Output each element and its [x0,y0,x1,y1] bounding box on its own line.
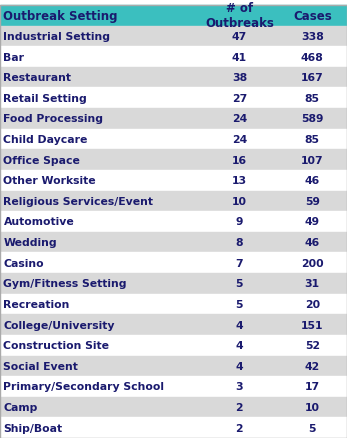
Text: 52: 52 [305,340,320,350]
Text: 17: 17 [305,381,320,392]
Text: Child Daycare: Child Daycare [3,134,88,145]
Text: 20: 20 [305,299,320,309]
Bar [0,6,347,27]
Text: 468: 468 [301,53,324,62]
Text: 42: 42 [305,361,320,371]
Text: Cases: Cases [293,10,332,23]
Text: 27: 27 [232,94,247,103]
Text: 59: 59 [305,196,320,206]
Bar [0,150,347,170]
Text: 200: 200 [301,258,324,268]
Text: Industrial Setting: Industrial Setting [3,32,110,42]
Text: 85: 85 [305,94,320,103]
Bar [0,212,347,232]
Bar [0,253,347,273]
Text: Outbreak Setting: Outbreak Setting [3,10,118,23]
Text: 5: 5 [308,423,316,433]
Text: 31: 31 [305,279,320,289]
Bar [0,170,347,191]
Text: 8: 8 [236,237,243,247]
Bar [0,232,347,253]
Text: 49: 49 [305,217,320,227]
Text: Retail Setting: Retail Setting [3,94,87,103]
Text: Religious Services/Event: Religious Services/Event [3,196,153,206]
Text: 4: 4 [236,361,243,371]
Text: 16: 16 [232,155,247,165]
Bar [0,109,347,129]
Text: 151: 151 [301,320,323,330]
Text: College/University: College/University [3,320,115,330]
Bar [0,27,347,47]
Text: 24: 24 [232,114,247,124]
Text: 10: 10 [305,402,320,412]
Bar [0,191,347,212]
Text: 167: 167 [301,73,324,83]
Text: 107: 107 [301,155,324,165]
Text: Camp: Camp [3,402,38,412]
Text: Gym/Fitness Setting: Gym/Fitness Setting [3,279,127,289]
Text: 2: 2 [236,423,243,433]
Text: 85: 85 [305,134,320,145]
Text: 7: 7 [236,258,243,268]
Text: Casino: Casino [3,258,44,268]
Text: Office Space: Office Space [3,155,81,165]
Text: 10: 10 [232,196,247,206]
Bar [0,273,347,294]
Text: Wedding: Wedding [3,237,57,247]
Text: Primary/Secondary School: Primary/Secondary School [3,381,164,392]
Bar [0,67,347,88]
Text: 3: 3 [236,381,243,392]
Text: Construction Site: Construction Site [3,340,109,350]
Text: 589: 589 [301,114,323,124]
Bar [0,88,347,109]
Text: 4: 4 [236,320,243,330]
Text: Ship/Boat: Ship/Boat [3,423,62,433]
Text: Bar: Bar [3,53,25,62]
Text: Food Processing: Food Processing [3,114,103,124]
Text: Recreation: Recreation [3,299,70,309]
Bar [0,335,347,356]
Text: Social Event: Social Event [3,361,78,371]
Bar [0,417,347,438]
Text: 13: 13 [232,176,247,186]
Text: # of
Outbreaks: # of Outbreaks [205,2,274,30]
Text: 4: 4 [236,340,243,350]
Bar [0,314,347,335]
Bar [0,376,347,397]
Bar [0,129,347,150]
Bar [0,397,347,417]
Text: 24: 24 [232,134,247,145]
Text: 338: 338 [301,32,324,42]
Bar [0,356,347,376]
Text: 41: 41 [232,53,247,62]
Text: 38: 38 [232,73,247,83]
Text: 9: 9 [236,217,243,227]
Text: 46: 46 [305,237,320,247]
Text: Restaurant: Restaurant [3,73,71,83]
Bar [0,294,347,314]
Text: Automotive: Automotive [3,217,74,227]
Text: 2: 2 [236,402,243,412]
Text: 46: 46 [305,176,320,186]
Text: 5: 5 [236,279,243,289]
Text: 5: 5 [236,299,243,309]
Text: 47: 47 [232,32,247,42]
Text: Other Worksite: Other Worksite [3,176,96,186]
Bar [0,47,347,67]
